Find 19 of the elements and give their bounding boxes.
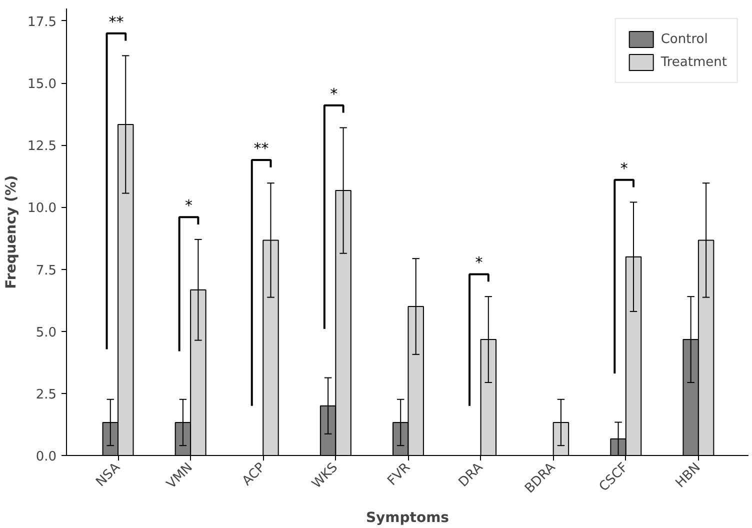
- x-tick-label: FVR: [384, 460, 414, 489]
- y-tick-label: 7.5: [36, 263, 57, 278]
- annotation: *: [620, 159, 628, 178]
- annotation: **: [254, 140, 270, 158]
- annotation: *: [475, 254, 484, 272]
- y-tick-label: 10.0: [28, 201, 57, 216]
- legend-label: Treatment: [660, 54, 727, 70]
- y-tick-label: 0.0: [36, 450, 57, 464]
- y-tick-label: 17.5: [28, 14, 57, 30]
- y-tick-label: 12.5: [28, 139, 57, 154]
- y-tick-label: 15.0: [28, 77, 57, 92]
- annotation: *: [185, 196, 193, 215]
- y-tick-label: 2.5: [36, 387, 57, 402]
- annotation: **: [108, 12, 124, 31]
- x-axis-title: Symptoms: [366, 510, 450, 526]
- y-axis-title: Frequency (%): [4, 175, 20, 289]
- y-tick-label: 5.0: [36, 325, 57, 340]
- annotation: *: [330, 84, 338, 103]
- legend-label: Control: [660, 32, 708, 46]
